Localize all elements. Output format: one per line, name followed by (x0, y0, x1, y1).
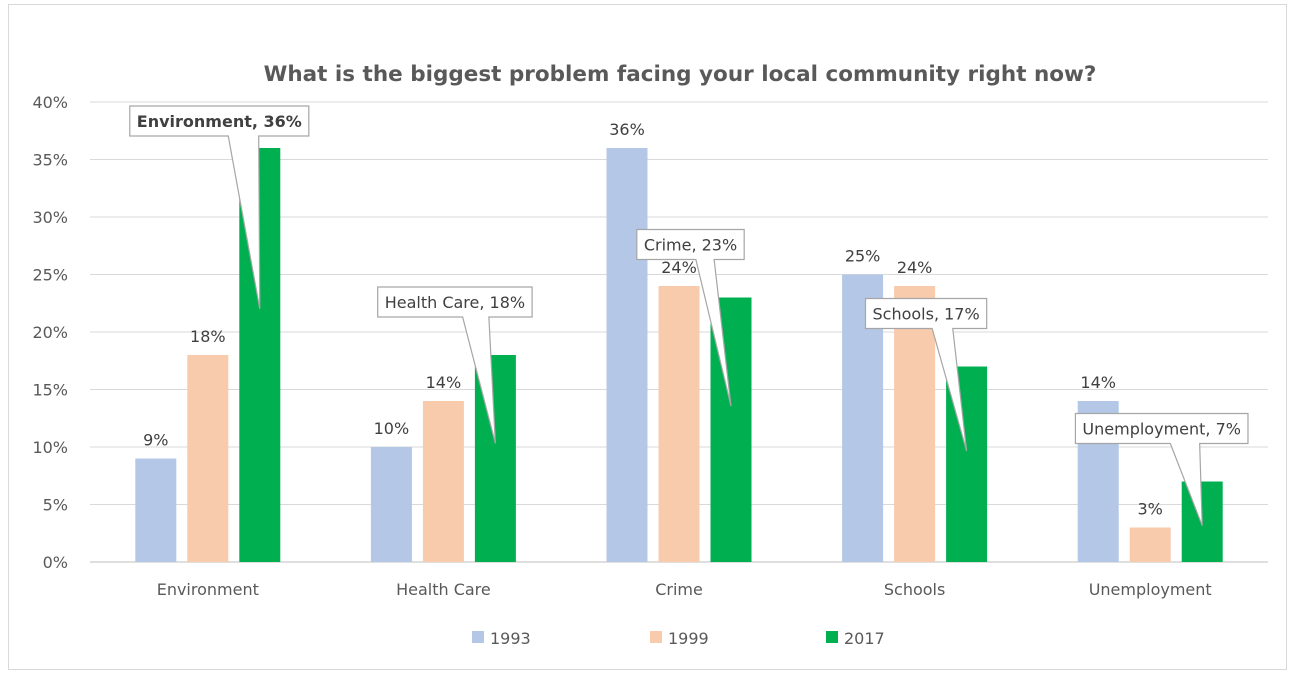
bar-1999 (658, 286, 700, 562)
x-axis: Environment Health Care Crime Schools Unempl… (157, 580, 1212, 599)
legend-swatch-2017 (826, 631, 838, 643)
data-label: 10% (374, 419, 410, 438)
legend-swatch-1999 (650, 631, 662, 643)
bar-1999 (422, 401, 464, 562)
data-label: 25% (845, 247, 881, 266)
x-tick-label: Health Care (396, 580, 491, 599)
y-tick-label: 25% (32, 266, 68, 285)
bar-1999 (894, 286, 936, 562)
callout-label: Health Care, 18% (385, 293, 525, 312)
y-tick-label: 15% (32, 381, 68, 400)
legend-swatch-1993 (472, 631, 484, 643)
callout-box (377, 286, 533, 444)
callout-box (636, 228, 745, 407)
data-label: 36% (609, 120, 645, 139)
callout-box (1074, 412, 1249, 526)
y-tick-label: 10% (32, 438, 68, 457)
bar-1999 (1129, 527, 1171, 562)
callout-box (129, 105, 310, 310)
bar-1999 (187, 355, 229, 562)
data-label: 3% (1138, 500, 1163, 519)
y-tick-label: 35% (32, 151, 68, 170)
y-axis: 0% 5% 10% 15% 20% 25% 30% 35% 40% (32, 93, 68, 572)
bar-1993 (135, 458, 177, 562)
y-tick-label: 20% (32, 323, 68, 342)
x-tick-label: Schools (884, 580, 945, 599)
data-label: 18% (190, 327, 226, 346)
legend: 1993 1999 2017 (472, 629, 885, 648)
x-tick-label: Crime (655, 580, 703, 599)
data-label: 24% (661, 258, 697, 277)
callout-box (864, 297, 988, 452)
legend-label: 1993 (490, 629, 531, 648)
y-tick-label: 5% (43, 496, 68, 515)
callout-label: Unemployment, 7% (1082, 420, 1241, 439)
bar-1993 (606, 148, 648, 562)
callout-label: Crime, 23% (644, 236, 737, 255)
data-label: 14% (1080, 373, 1116, 392)
data-label: 9% (143, 431, 168, 450)
y-tick-label: 40% (32, 93, 68, 112)
y-tick-label: 30% (32, 208, 68, 227)
data-label: 24% (897, 258, 933, 277)
chart-title: What is the biggest problem facing your … (264, 62, 1097, 87)
data-label: 14% (426, 373, 462, 392)
legend-label: 1999 (668, 629, 709, 648)
data-labels: 9% 18% 10% 14% 36% 24% 25% 24% 14% 3% (143, 120, 1163, 519)
x-tick-label: Unemployment (1089, 580, 1212, 599)
bar-1993 (370, 447, 412, 562)
x-tick-label: Environment (157, 580, 259, 599)
callouts: Environment, 36% Health Care, 18% Crime, 2… (129, 105, 1249, 526)
bars (135, 148, 1223, 562)
y-tick-label: 0% (43, 553, 68, 572)
legend-label: 2017 (844, 629, 885, 648)
callout-label: Environment, 36% (137, 112, 302, 131)
callout-label: Schools, 17% (873, 305, 980, 324)
gridlines (90, 101, 1268, 563)
